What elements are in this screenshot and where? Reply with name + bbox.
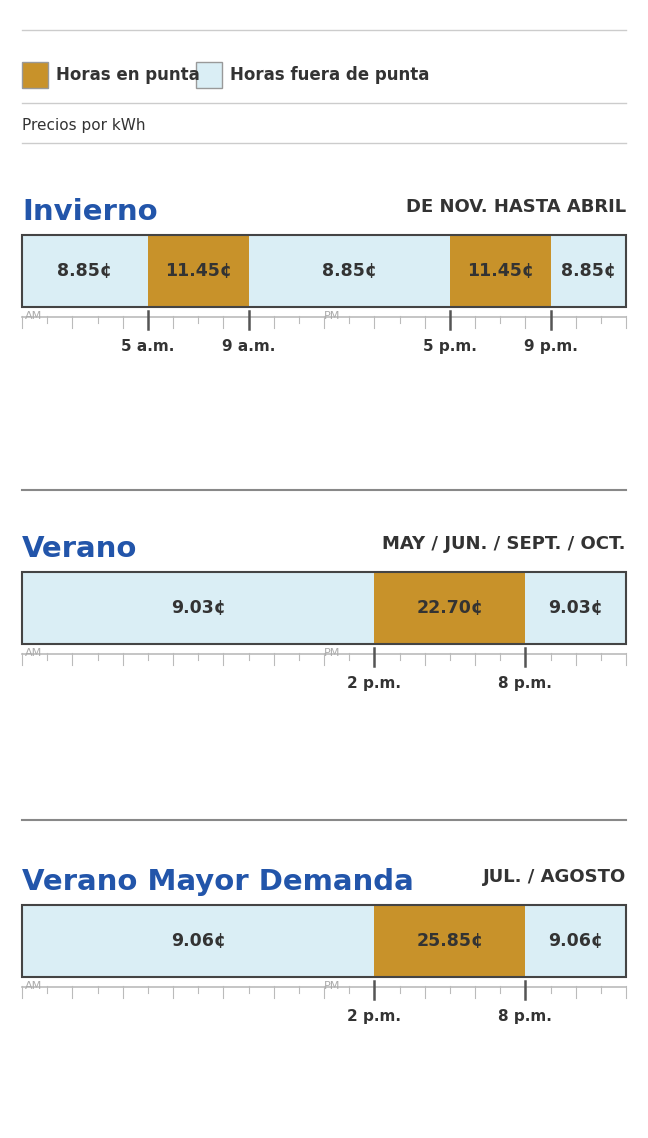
Text: 25.85¢: 25.85¢ — [416, 932, 483, 950]
Text: PM: PM — [324, 311, 340, 321]
Text: 9.03¢: 9.03¢ — [548, 599, 603, 617]
Bar — [22, 905, 375, 978]
Bar — [375, 572, 526, 644]
Bar — [551, 236, 626, 307]
Text: 8 p.m.: 8 p.m. — [498, 676, 552, 691]
Text: AM: AM — [25, 311, 42, 321]
Text: 5 p.m.: 5 p.m. — [423, 339, 477, 354]
Text: 2 p.m.: 2 p.m. — [347, 676, 401, 691]
Text: 22.70¢: 22.70¢ — [416, 599, 483, 617]
Bar — [22, 61, 48, 88]
Text: AM: AM — [25, 981, 42, 991]
Bar — [526, 905, 626, 978]
Bar — [22, 572, 375, 644]
Text: 8.85¢: 8.85¢ — [321, 262, 376, 280]
Bar — [248, 236, 450, 307]
Text: MAY / JUN. / SEPT. / OCT.: MAY / JUN. / SEPT. / OCT. — [382, 535, 626, 553]
Bar — [22, 905, 626, 978]
Text: DE NOV. HASTA ABRIL: DE NOV. HASTA ABRIL — [406, 198, 626, 216]
Text: 2 p.m.: 2 p.m. — [347, 1009, 401, 1024]
Text: 8.85¢: 8.85¢ — [58, 262, 112, 280]
Text: 8 p.m.: 8 p.m. — [498, 1009, 552, 1024]
Text: 9 p.m.: 9 p.m. — [524, 339, 577, 354]
Text: Horas fuera de punta: Horas fuera de punta — [230, 66, 430, 84]
Bar — [375, 905, 526, 978]
Text: 5 a.m.: 5 a.m. — [121, 339, 174, 354]
Text: 11.45¢: 11.45¢ — [165, 262, 232, 280]
Text: 9.03¢: 9.03¢ — [170, 599, 226, 617]
Text: PM: PM — [324, 981, 340, 991]
Bar — [450, 236, 551, 307]
Bar — [22, 236, 626, 307]
Bar — [196, 61, 222, 88]
Text: JUL. / AGOSTO: JUL. / AGOSTO — [483, 868, 626, 887]
Text: AM: AM — [25, 648, 42, 658]
Text: PM: PM — [324, 648, 340, 658]
Text: Horas en punta: Horas en punta — [56, 66, 200, 84]
Bar — [22, 236, 148, 307]
Text: Verano Mayor Demanda: Verano Mayor Demanda — [22, 868, 414, 896]
Text: 9 a.m.: 9 a.m. — [222, 339, 275, 354]
Bar — [526, 572, 626, 644]
Text: 9.06¢: 9.06¢ — [548, 932, 603, 950]
Text: Verano: Verano — [22, 535, 137, 563]
Bar — [22, 572, 626, 644]
Text: Precios por kWh: Precios por kWh — [22, 118, 146, 133]
Text: 8.85¢: 8.85¢ — [561, 262, 616, 280]
Bar — [148, 236, 248, 307]
Text: 9.06¢: 9.06¢ — [170, 932, 226, 950]
Text: Invierno: Invierno — [22, 198, 157, 226]
Text: 11.45¢: 11.45¢ — [467, 262, 534, 280]
